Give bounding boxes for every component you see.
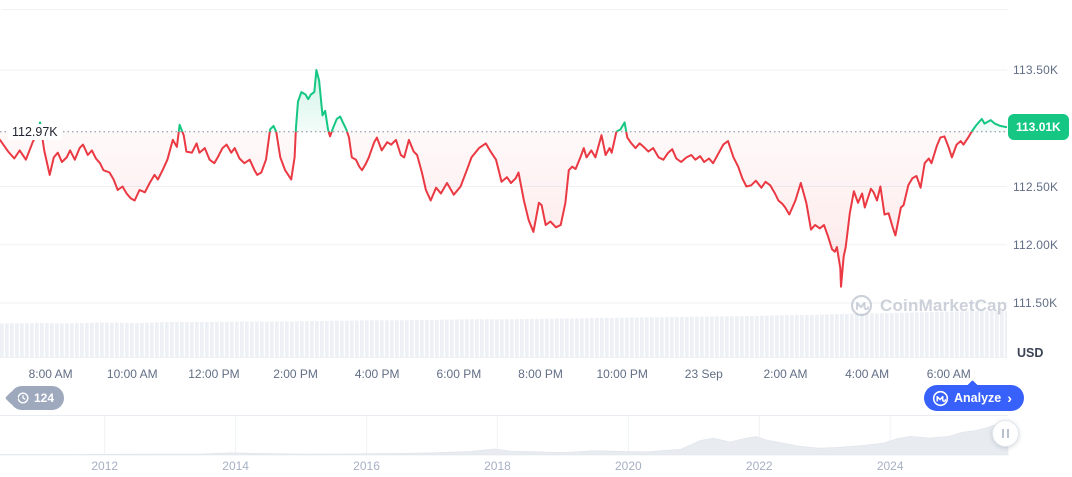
y-axis-label: 113.50K — [1013, 63, 1059, 77]
x-axis-label: 4:00 AM — [845, 367, 890, 381]
history-count: 124 — [34, 391, 55, 405]
x-axis-label: 23 Sep — [684, 367, 723, 381]
x-axis-label: 10:00 AM — [106, 367, 158, 381]
navigator-year-label: 2016 — [353, 459, 380, 473]
navigator-year-label: 2014 — [222, 459, 249, 473]
threshold-price-label: 112.97K — [8, 124, 62, 140]
x-axis-label: 4:00 PM — [354, 367, 400, 381]
y-axis-label: 111.50K — [1013, 296, 1058, 310]
x-axis-label: 10:00 PM — [596, 367, 648, 381]
navigator-year-label: 2022 — [745, 459, 773, 473]
x-axis-label: 2:00 AM — [763, 367, 808, 381]
navigator-year-label: 2024 — [876, 459, 904, 473]
analyze-label: Analyze — [954, 391, 1002, 405]
y-axis-label: 112.00K — [1013, 237, 1059, 252]
navigator-year-label: 2012 — [91, 459, 119, 473]
history-count-badge[interactable]: 124 — [10, 386, 65, 410]
x-axis-label: 8:00 PM — [518, 367, 563, 381]
main-price-chart[interactable] — [0, 0, 1010, 362]
y-axis-label: 112.50K — [1013, 179, 1059, 194]
history-clock-icon — [16, 391, 30, 405]
timeline-navigator-chart[interactable] — [0, 415, 1010, 456]
x-axis-label: 6:00 PM — [436, 367, 482, 381]
navigator-year-label: 2020 — [615, 459, 642, 473]
coinmarketcap-bubble-icon — [932, 390, 949, 407]
x-axis-label: 12:00 PM — [188, 367, 240, 381]
analyze-button[interactable]: Analyze › — [924, 385, 1024, 411]
navigator-year-label: 2018 — [484, 459, 511, 473]
navigator-handle[interactable] — [992, 420, 1019, 447]
x-axis-label: 2:00 PM — [273, 367, 318, 381]
current-price-badge: 113.01K — [1008, 114, 1069, 140]
chevron-right-icon: › — [1007, 390, 1012, 406]
x-axis-label: 8:00 AM — [28, 367, 73, 381]
currency-unit-label: USD — [1017, 346, 1044, 360]
x-axis-label: 6:00 AM — [926, 367, 971, 381]
